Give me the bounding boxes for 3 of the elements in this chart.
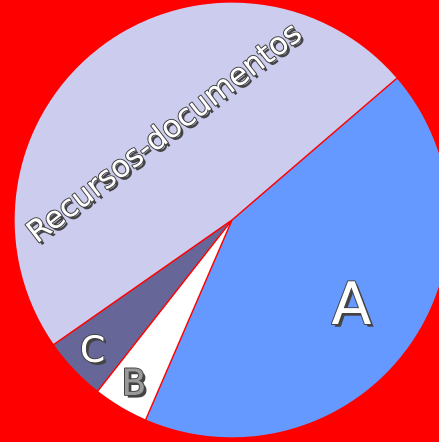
slice-label: B	[125, 368, 146, 398]
slice-label: A	[332, 281, 374, 327]
slice-label: C	[82, 334, 106, 366]
